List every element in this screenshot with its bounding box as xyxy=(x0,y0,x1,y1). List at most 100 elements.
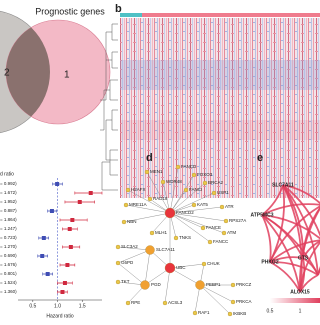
node-label: TKT xyxy=(121,279,130,284)
node-label: FOXO3 xyxy=(197,172,213,177)
edge xyxy=(282,184,319,276)
x-tick-label: 0.5 xyxy=(29,303,36,309)
edge xyxy=(169,212,225,234)
node xyxy=(175,164,181,170)
node-label: G6PD xyxy=(121,260,134,265)
group-bar xyxy=(120,13,142,17)
edge xyxy=(127,189,171,214)
node-label: ATM xyxy=(227,230,236,235)
node-label: RPS27A xyxy=(229,218,246,223)
edge xyxy=(261,214,272,263)
node xyxy=(160,179,166,185)
forest-plot: d ratio = 0.992) = 1.672) = 1.952) = 0.887) =… xyxy=(0,171,103,319)
node xyxy=(207,239,213,245)
edge xyxy=(269,261,319,276)
node xyxy=(202,180,208,186)
node-label: FANCD xyxy=(181,164,197,169)
node-label: RPE xyxy=(131,300,140,305)
group-bar xyxy=(142,13,320,17)
node-label: NBN xyxy=(127,219,137,224)
venn-count: 2 xyxy=(4,68,10,79)
edge xyxy=(302,257,319,276)
edge xyxy=(123,212,171,223)
node xyxy=(200,225,206,231)
hr-point xyxy=(49,209,54,213)
panel-label: d xyxy=(146,152,153,164)
row-label: = 1.676) xyxy=(0,262,17,267)
edge xyxy=(169,212,204,229)
edge xyxy=(164,267,171,304)
edge xyxy=(199,284,234,303)
node-label: H2AFX xyxy=(131,187,146,192)
node-label: PGD xyxy=(151,282,162,287)
node-label: KAT5 xyxy=(197,202,208,207)
hr-point xyxy=(88,191,93,195)
edge xyxy=(299,241,320,293)
node-label: PEBP1 xyxy=(206,282,221,287)
node xyxy=(223,218,229,224)
node-label: MEN1 xyxy=(150,169,163,174)
panel-label: b xyxy=(115,3,122,15)
node-label: FANCC xyxy=(213,239,229,244)
row-label: = 0.801) xyxy=(0,271,17,276)
node-label: ATR xyxy=(225,204,234,209)
node xyxy=(201,261,207,267)
hr-point xyxy=(41,236,46,240)
node xyxy=(115,279,121,285)
node xyxy=(195,280,205,290)
edge xyxy=(302,240,320,259)
x-axis-title: Hazard ratio xyxy=(46,313,73,319)
node-label: USP1 xyxy=(217,190,229,195)
edge xyxy=(169,263,205,269)
node xyxy=(115,244,121,250)
node xyxy=(191,172,197,178)
node-label: ATP5MC3 xyxy=(251,212,274,218)
node xyxy=(121,219,127,225)
hr-point xyxy=(68,245,73,249)
panel-label: e xyxy=(257,152,263,164)
node-label: FANCD2 xyxy=(176,210,194,215)
node xyxy=(164,207,176,219)
color-scale xyxy=(270,298,320,303)
node xyxy=(230,282,236,288)
x-tick-label: 1.5 xyxy=(79,303,86,309)
node xyxy=(219,204,225,210)
node xyxy=(183,187,189,193)
forest-header: d ratio xyxy=(0,171,14,177)
node-label: ALOX15 xyxy=(290,289,310,295)
node xyxy=(149,230,155,236)
node xyxy=(115,260,121,266)
row-label: = 1.360) xyxy=(0,289,17,294)
edge xyxy=(169,212,211,243)
node-label: RAD18 xyxy=(153,196,168,201)
hr-point xyxy=(55,182,60,186)
heatmap-band xyxy=(120,60,320,90)
node-label: UBC xyxy=(176,265,186,270)
node-label: IKBKB xyxy=(233,311,246,316)
edge xyxy=(169,267,201,286)
hr-point xyxy=(67,227,72,231)
node xyxy=(191,202,197,208)
node-label: ACSL3 xyxy=(168,300,183,305)
edge xyxy=(194,284,201,314)
node-label: SLC3A2 xyxy=(121,244,138,249)
node xyxy=(230,299,236,305)
venn-overlap xyxy=(6,20,50,124)
node xyxy=(140,280,150,290)
node-label: PRKCA xyxy=(236,299,252,304)
node xyxy=(125,300,131,306)
venn-count: 1 xyxy=(64,70,70,81)
dendrogram xyxy=(100,23,118,191)
edge xyxy=(169,166,179,214)
hr-point xyxy=(40,254,45,258)
edge xyxy=(317,266,320,276)
edge xyxy=(169,192,215,214)
heatmap xyxy=(120,18,320,198)
node-label: MRE11A xyxy=(129,202,147,207)
row-label: = 1.247) xyxy=(0,226,17,231)
node xyxy=(147,196,153,202)
node-label: FANCI xyxy=(189,187,202,192)
edge xyxy=(282,184,320,205)
node-label: FANCE xyxy=(206,225,221,230)
